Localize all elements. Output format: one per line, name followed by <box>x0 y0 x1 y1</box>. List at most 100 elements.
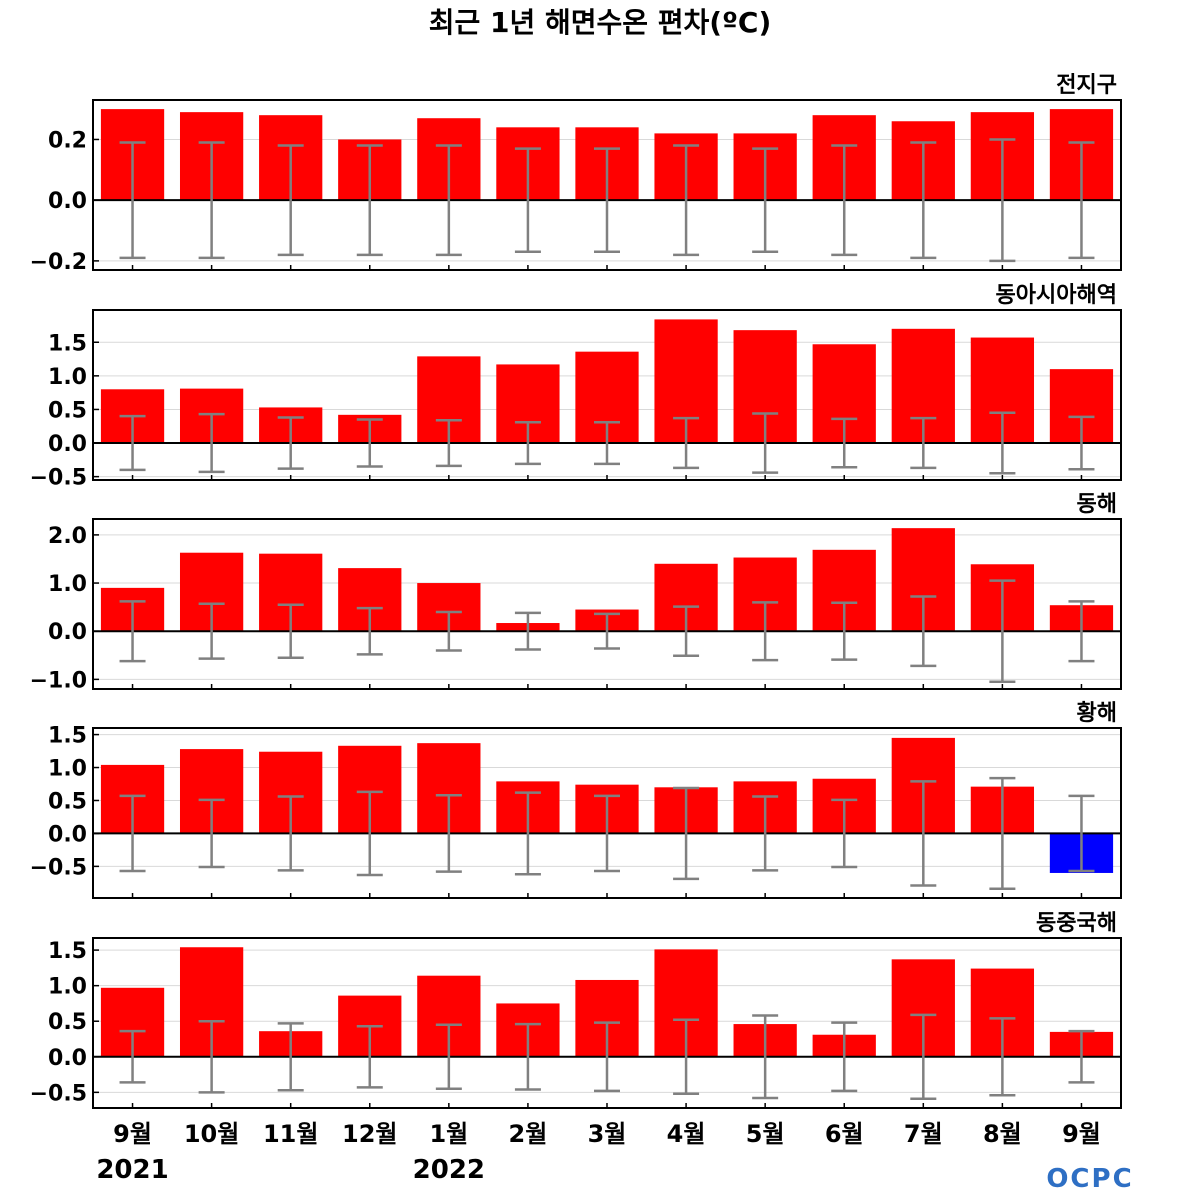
y-tick-label: 1.0 <box>48 365 87 390</box>
y-tick-label: −0.5 <box>30 1081 87 1106</box>
y-tick-label: 0.0 <box>48 620 87 645</box>
year-label: 2021 <box>96 1155 168 1185</box>
year-label: 2022 <box>413 1155 485 1185</box>
error-bar <box>1068 141 1095 260</box>
error-bar <box>989 776 1016 891</box>
error-bar <box>119 1029 146 1084</box>
chart-title: 최근 1년 해면수온 편차(ºC) <box>429 6 772 39</box>
error-bar <box>356 144 383 257</box>
error-bar <box>594 1021 620 1093</box>
panel-title: 동아시아해역 <box>996 283 1117 308</box>
x-tick-label: 7월 <box>904 1120 943 1148</box>
error-bar <box>910 595 937 668</box>
error-bar <box>594 794 620 873</box>
error-bar <box>119 600 146 663</box>
y-tick-label: 0.5 <box>48 398 87 423</box>
error-bar <box>594 147 620 254</box>
y-tick-label: 0.0 <box>48 822 87 847</box>
error-bar <box>119 141 146 260</box>
error-bar <box>514 420 541 466</box>
error-bar <box>1068 1029 1095 1084</box>
error-bar <box>673 1018 700 1096</box>
error-bar <box>673 786 700 881</box>
error-bar <box>514 1022 541 1091</box>
error-bar <box>435 418 462 468</box>
y-tick-label: −0.5 <box>30 855 87 880</box>
panel-frame <box>92 99 1122 271</box>
x-tick-label: 12월 <box>342 1120 397 1148</box>
error-bar <box>119 414 146 472</box>
error-bar <box>673 416 700 470</box>
error-bar <box>910 416 937 470</box>
error-bar <box>831 144 858 257</box>
y-tick-label: 1.0 <box>48 757 87 782</box>
error-bar <box>435 793 462 873</box>
error-bar <box>989 1017 1016 1097</box>
x-tick-label: 3월 <box>588 1120 627 1148</box>
error-bar <box>514 791 541 876</box>
y-tick-label: 0.5 <box>48 1010 87 1035</box>
x-tick-label: 2월 <box>509 1120 548 1148</box>
error-bar <box>277 1022 304 1092</box>
error-bar <box>752 147 779 254</box>
error-bar <box>435 610 462 652</box>
panel-frame <box>92 309 1122 481</box>
error-bar <box>277 144 304 257</box>
error-bar <box>514 611 541 651</box>
error-bar <box>752 1014 779 1100</box>
panel-title: 동해 <box>1077 492 1117 517</box>
error-bar <box>198 1019 225 1094</box>
error-bar <box>989 411 1016 475</box>
error-bar <box>910 1013 937 1101</box>
y-tick-label: 1.0 <box>48 572 87 597</box>
y-tick-label: 2.0 <box>48 524 87 549</box>
y-tick-label: 0.0 <box>48 1046 87 1071</box>
error-bar <box>198 798 225 869</box>
error-bar <box>752 412 779 474</box>
panel-title: 전지구 <box>1056 73 1117 98</box>
y-tick-label: −1.0 <box>30 668 87 693</box>
panel-frame <box>92 518 1122 690</box>
y-tick-label: −0.2 <box>30 250 87 275</box>
error-bar <box>1068 794 1095 873</box>
x-tick-label: 8월 <box>983 1120 1022 1148</box>
x-tick-label: 9월 <box>113 1120 152 1148</box>
error-bar <box>673 144 700 257</box>
error-bar <box>198 602 225 660</box>
error-bar <box>989 138 1016 263</box>
error-bar <box>831 1021 858 1093</box>
ocpc-logo: OCPC <box>1046 1164 1133 1194</box>
error-bar <box>198 412 225 474</box>
error-bar <box>356 790 383 877</box>
error-bar <box>673 605 700 658</box>
panel-4: 동중국해 −0.5 0.0 0.5 1.0 1.5 <box>30 911 1122 1109</box>
panel-frame <box>92 727 1122 899</box>
x-tick-label: 5월 <box>746 1120 785 1148</box>
x-tick-label: 10월 <box>184 1120 239 1148</box>
error-bar <box>435 144 462 257</box>
y-tick-label: −0.5 <box>30 466 87 491</box>
error-bar <box>910 141 937 260</box>
error-bar <box>277 416 304 470</box>
y-tick-label: 0.5 <box>48 789 87 814</box>
y-tick-label: 0.0 <box>48 432 87 457</box>
x-tick-label: 4월 <box>667 1120 706 1148</box>
y-tick-label: 1.0 <box>48 975 87 1000</box>
error-bar <box>1068 600 1095 663</box>
x-tick-label: 9월 <box>1062 1120 1101 1148</box>
y-tick-label: 1.5 <box>48 939 87 964</box>
panel-title: 동중국해 <box>1036 911 1117 936</box>
panel-3: 황해 −0.5 0.0 0.5 1.0 1.5 <box>30 701 1122 899</box>
x-tick-label: 6월 <box>825 1120 864 1148</box>
error-bar <box>119 794 146 873</box>
error-bar <box>277 795 304 872</box>
y-tick-label: 1.5 <box>48 331 87 356</box>
error-bar <box>356 606 383 656</box>
error-bar <box>831 798 858 869</box>
panel-frame <box>92 937 1122 1109</box>
error-bar <box>594 612 620 650</box>
error-bar <box>831 601 858 661</box>
error-bar <box>277 603 304 659</box>
error-bar <box>514 147 541 254</box>
